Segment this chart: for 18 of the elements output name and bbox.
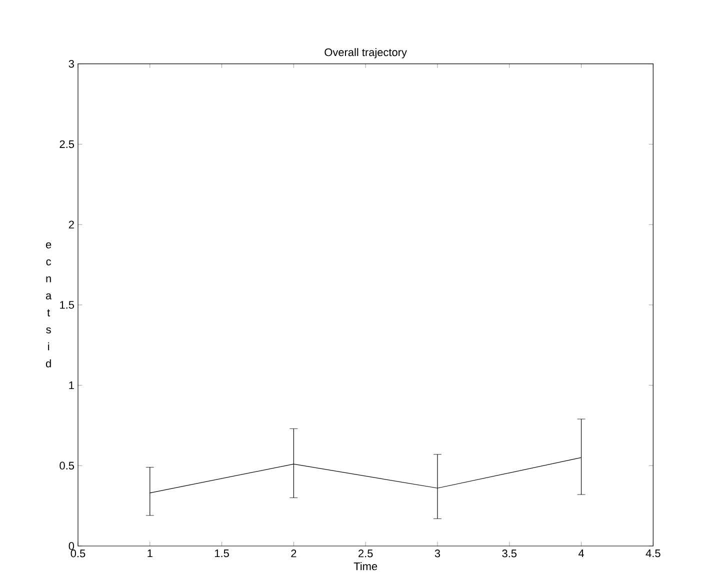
y-tick-label: 0.5 (60, 462, 74, 470)
y-tick-label: 0 (68, 542, 74, 550)
y-tick-label: 1.5 (60, 301, 74, 309)
x-tick-label: 4 (578, 550, 584, 558)
x-tick-label: 2.5 (358, 550, 373, 558)
x-tick-label: 3.5 (502, 550, 517, 558)
chart-title: Overall trajectory (324, 48, 407, 58)
y-tick-label: 1 (69, 382, 74, 390)
x-tick-label: 3 (434, 550, 440, 558)
x-tick-label: 2 (291, 550, 296, 558)
y-tick-label: 2 (68, 220, 74, 228)
x-axis-title: Time (354, 562, 378, 570)
x-tick-label: 1 (148, 550, 152, 558)
x-tick-label: 4.5 (646, 550, 660, 558)
x-tick-label: 1.5 (215, 550, 229, 558)
y-tick-label: 3 (68, 60, 74, 68)
y-tick-label: 2.5 (60, 140, 74, 148)
y-axis-title: ecnatsid (46, 242, 52, 368)
